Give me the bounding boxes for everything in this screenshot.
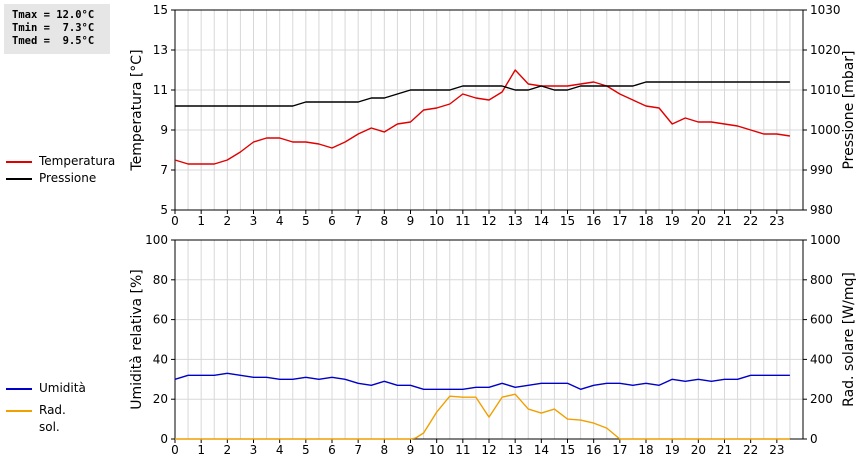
chart2-y-left-tick-label: 40 bbox=[153, 352, 168, 366]
chart1-y-left-tick-label: 13 bbox=[153, 43, 168, 57]
chart2-x-tick-label: 23 bbox=[769, 443, 784, 457]
chart1-x-tick-label: 1 bbox=[197, 214, 205, 228]
chart1-x-tick-label: 19 bbox=[665, 214, 680, 228]
chart1-x-tick-label: 16 bbox=[586, 214, 601, 228]
chart1-y-right-tick-label: 980 bbox=[810, 203, 833, 217]
chart2-y-left-tick-label: 60 bbox=[153, 313, 168, 327]
chart2-x-tick-label: 10 bbox=[429, 443, 444, 457]
chart1-x-tick-label: 12 bbox=[481, 214, 496, 228]
chart2-y-left-title: Umidità relativa [%] bbox=[129, 269, 145, 410]
chart2-y-right-tick-label: 1000 bbox=[810, 233, 841, 247]
chart1-x-tick-label: 5 bbox=[302, 214, 310, 228]
chart1-x-tick-label: 22 bbox=[743, 214, 758, 228]
legend-swatch-pressione bbox=[6, 178, 32, 180]
chart2-y-right-tick-label: 600 bbox=[810, 313, 833, 327]
legend-label-rad-sol: Rad. sol. bbox=[39, 403, 66, 434]
chart1-x-tick-label: 10 bbox=[429, 214, 444, 228]
chart1-y-right-tick-label: 990 bbox=[810, 163, 833, 177]
legend-label-umidita: Umidità bbox=[39, 381, 86, 395]
stat-tmax: Tmax = 12.0°C bbox=[12, 9, 95, 21]
chart2-x-tick-label: 8 bbox=[381, 443, 389, 457]
chart2-x-tick-label: 18 bbox=[638, 443, 653, 457]
legend-swatch-temperatura bbox=[6, 161, 32, 163]
chart1-y-right-tick-label: 1030 bbox=[810, 3, 841, 17]
chart2-y-right-title: Rad. solare [W/mq] bbox=[841, 272, 857, 407]
chart2-y-left-tick-label: 20 bbox=[153, 392, 168, 406]
chart2-x-tick-label: 7 bbox=[354, 443, 362, 457]
chart2-x-tick-label: 4 bbox=[276, 443, 284, 457]
chart1-y-left-tick-label: 7 bbox=[160, 163, 168, 177]
chart1-y-right-title: Pressione [mbar] bbox=[841, 50, 857, 169]
chart2-y-right-tick-label: 0 bbox=[810, 432, 818, 446]
chart2-series-umidit bbox=[174, 372, 790, 390]
chart1-y-left-tick-label: 11 bbox=[153, 83, 168, 97]
chart2-x-tick-label: 3 bbox=[250, 443, 258, 457]
chart2-x-tick-label: 2 bbox=[224, 443, 232, 457]
chart2-panel: 0 1 2 3 4 5 6 7 8 9 10 11 12 13 14 15 16 17 18 19 20 21 22 2302… bbox=[129, 233, 857, 457]
chart2-x-tick-label: 5 bbox=[302, 443, 310, 457]
chart2-y-left-tick-label: 0 bbox=[160, 432, 168, 446]
chart1-x-tick-label: 21 bbox=[717, 214, 732, 228]
chart1-y-right-tick-label: 1010 bbox=[810, 83, 841, 97]
chart1-y-right-tick-label: 1000 bbox=[810, 123, 841, 137]
chart2-y-right-tick-label: 200 bbox=[810, 392, 833, 406]
chart1-x-tick-label: 11 bbox=[455, 214, 470, 228]
chart2-x-tick-label: 19 bbox=[665, 443, 680, 457]
legend-swatch-rad-sol bbox=[6, 410, 32, 412]
chart1-panel: 0 1 2 3 4 5 6 7 8 9 10 11 12 13 14 15 16 17 18 19 20 21 22 2357… bbox=[129, 3, 857, 228]
chart1-x-tick-label: 13 bbox=[508, 214, 523, 228]
legend-label-temperatura: Temperatura bbox=[39, 154, 116, 168]
stat-tmed: Tmed = 9.5°C bbox=[12, 35, 95, 47]
chart2-y-left-tick-label: 100 bbox=[145, 233, 168, 247]
chart1-y-right-tick-label: 1020 bbox=[810, 43, 841, 57]
legend-label-pressione: Pressione bbox=[39, 171, 97, 185]
chart2-series-rad-sol bbox=[175, 393, 790, 440]
chart2-x-tick-label: 11 bbox=[455, 443, 470, 457]
chart1-x-tick-label: 15 bbox=[560, 214, 575, 228]
chart1-x-tick-label: 0 bbox=[171, 214, 179, 228]
chart2-x-tick-label: 22 bbox=[743, 443, 758, 457]
chart2-x-tick-label: 16 bbox=[586, 443, 601, 457]
chart1-x-tick-label: 9 bbox=[407, 214, 415, 228]
chart2-x-tick-label: 14 bbox=[534, 443, 549, 457]
stats-box: Tmax = 12.0°C Tmin = 7.3°C Tmed = 9.5°C bbox=[4, 4, 110, 54]
chart2-y-right-tick-label: 800 bbox=[810, 273, 833, 287]
chart1-x-tick-label: 4 bbox=[276, 214, 284, 228]
chart2-x-tick-label: 20 bbox=[691, 443, 706, 457]
chart1-x-tick-label: 17 bbox=[612, 214, 627, 228]
chart2-x-tick-label: 12 bbox=[481, 443, 496, 457]
stat-tmin: Tmin = 7.3°C bbox=[12, 22, 95, 34]
chart1-x-tick-label: 23 bbox=[769, 214, 784, 228]
chart1-y-left-tick-label: 15 bbox=[153, 3, 168, 17]
chart1-x-tick-label: 3 bbox=[250, 214, 258, 228]
chart1-x-tick-label: 6 bbox=[328, 214, 336, 228]
chart1-x-tick-label: 2 bbox=[224, 214, 232, 228]
chart1-x-tick-label: 20 bbox=[691, 214, 706, 228]
chart1-x-tick-label: 8 bbox=[381, 214, 389, 228]
chart2-x-tick-label: 0 bbox=[171, 443, 179, 457]
chart2-x-tick-label: 21 bbox=[717, 443, 732, 457]
chart2-y-left-tick-label: 80 bbox=[153, 273, 168, 287]
chart1-series-temperatura bbox=[174, 69, 791, 165]
chart2-x-tick-label: 1 bbox=[197, 443, 205, 457]
legend-swatch-umidita bbox=[6, 388, 32, 390]
chart1-x-tick-label: 14 bbox=[534, 214, 549, 228]
chart2-x-tick-label: 6 bbox=[328, 443, 336, 457]
chart1-x-tick-label: 18 bbox=[638, 214, 653, 228]
chart1-y-left-tick-label: 9 bbox=[160, 123, 168, 137]
chart1-y-left-title: Temperatura [°C] bbox=[129, 49, 145, 171]
chart1-y-left-tick-label: 5 bbox=[160, 203, 168, 217]
chart1-x-tick-label: 7 bbox=[354, 214, 362, 228]
chart2-x-tick-label: 9 bbox=[407, 443, 415, 457]
chart2-x-tick-label: 13 bbox=[508, 443, 523, 457]
chart2-x-tick-label: 17 bbox=[612, 443, 627, 457]
chart2-y-right-tick-label: 400 bbox=[810, 352, 833, 366]
chart1-series-pressione bbox=[175, 81, 790, 107]
chart2-x-tick-label: 15 bbox=[560, 443, 575, 457]
